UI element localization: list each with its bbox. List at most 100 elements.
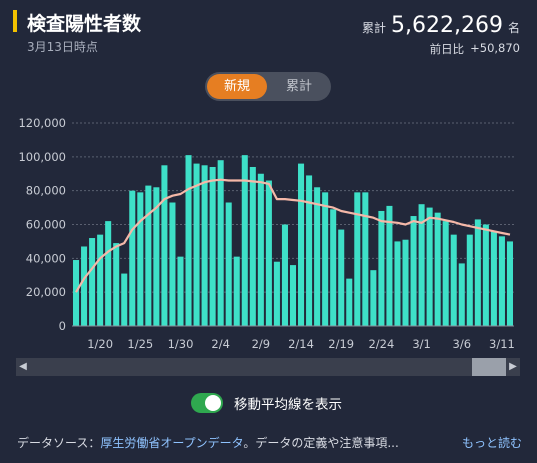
y-tick-label: 120,000 xyxy=(18,116,66,130)
total-unit: 名 xyxy=(507,21,520,35)
bar xyxy=(209,166,216,326)
total-value: 5,622,269 xyxy=(391,13,503,38)
footer-suffix: 。データの定義や注意事項... xyxy=(243,436,399,450)
x-tick-label: 2/4 xyxy=(211,337,230,351)
moving-average-label: 移動平均線を表示 xyxy=(234,397,342,413)
x-tick-label: 2/9 xyxy=(252,337,271,351)
bar xyxy=(113,243,120,326)
bar xyxy=(410,216,417,326)
view-toggle: 新規 累計 xyxy=(205,72,331,101)
bar xyxy=(73,260,80,326)
scroll-thumb[interactable] xyxy=(472,358,506,376)
bar xyxy=(474,219,481,326)
toggle-cumulative-button[interactable]: 累計 xyxy=(285,79,312,94)
bar xyxy=(225,202,232,326)
bar xyxy=(241,155,248,326)
y-tick-label: 20,000 xyxy=(26,285,66,299)
x-tick-label: 3/11 xyxy=(489,337,515,351)
bar xyxy=(306,175,313,326)
bar xyxy=(418,204,425,326)
daily-change: 前日比 +50,870 xyxy=(430,41,520,57)
bar xyxy=(233,256,240,326)
footer-note: データソース：厚生労働省オープンデータ。データの定義や注意事項... もっと読む xyxy=(17,434,522,451)
moving-average-line xyxy=(75,178,511,293)
bar xyxy=(257,173,264,326)
bar xyxy=(89,238,96,326)
y-tick-label: 100,000 xyxy=(18,150,66,164)
bar xyxy=(458,263,465,326)
bar xyxy=(482,224,489,326)
bar xyxy=(281,224,288,326)
bar xyxy=(386,205,393,326)
bar xyxy=(217,160,224,326)
title-accent-bar xyxy=(13,10,17,32)
bar xyxy=(265,180,272,326)
switch-knob xyxy=(205,395,221,411)
bar xyxy=(201,165,208,326)
bar xyxy=(402,239,409,326)
bar xyxy=(370,270,377,326)
read-more-link[interactable]: もっと読む xyxy=(461,436,522,450)
bar xyxy=(97,234,104,326)
bar xyxy=(330,209,337,326)
bar xyxy=(354,192,361,326)
y-tick-label: 80,000 xyxy=(26,184,66,198)
x-tick-label: 2/19 xyxy=(328,337,354,351)
moving-average-toggle[interactable]: 移動平均線を表示 xyxy=(191,393,342,413)
change-value: +50,870 xyxy=(470,41,520,55)
x-tick-label: 1/30 xyxy=(168,337,194,351)
scroll-right-arrow-icon[interactable]: ▶ xyxy=(509,361,517,372)
chart-scrollbar[interactable]: ◀ ▶ xyxy=(16,358,520,376)
toggle-new-button[interactable]: 新規 xyxy=(207,74,267,99)
bar xyxy=(434,212,441,326)
x-tick-label: 2/24 xyxy=(368,337,394,351)
total-label: 累計 xyxy=(362,21,387,35)
data-source-link[interactable]: 厚生労働省オープンデータ xyxy=(100,436,244,450)
bar xyxy=(273,261,280,326)
bar xyxy=(362,192,369,326)
y-tick-label: 40,000 xyxy=(26,251,66,265)
bar xyxy=(338,229,345,326)
x-tick-label: 3/6 xyxy=(453,337,472,351)
bar xyxy=(169,202,176,326)
total-summary: 累計 5,622,269 名 xyxy=(362,13,520,38)
x-tick-label: 1/25 xyxy=(127,337,153,351)
bar xyxy=(137,192,144,326)
bar xyxy=(394,241,401,326)
bar xyxy=(426,207,433,326)
bar xyxy=(442,221,449,326)
bar xyxy=(289,265,297,326)
bar xyxy=(466,234,473,326)
bar xyxy=(145,185,152,326)
bar xyxy=(346,278,353,326)
bar xyxy=(129,190,136,326)
bar xyxy=(81,246,88,326)
date-label: 3月13日時点 xyxy=(27,40,98,54)
bar xyxy=(498,236,505,326)
footer-prefix: データソース： xyxy=(17,436,101,450)
moving-average-switch[interactable] xyxy=(191,393,223,413)
x-tick-label: 1/20 xyxy=(87,337,113,351)
bar xyxy=(249,166,256,326)
y-tick-label: 0 xyxy=(59,319,66,333)
bar xyxy=(121,273,128,326)
bar xyxy=(378,210,385,326)
bar xyxy=(450,234,457,326)
bar xyxy=(322,192,329,326)
x-tick-label: 2/14 xyxy=(288,337,314,351)
scroll-left-arrow-icon[interactable]: ◀ xyxy=(19,361,27,372)
bar xyxy=(506,241,513,326)
bar xyxy=(185,155,192,326)
x-tick-label: 3/1 xyxy=(412,337,431,351)
bar xyxy=(153,187,160,326)
page-title: 検査陽性者数 xyxy=(27,13,142,35)
bar xyxy=(298,163,305,326)
bar xyxy=(490,231,497,326)
bar xyxy=(193,163,200,326)
bar xyxy=(161,165,168,326)
bar xyxy=(314,187,321,326)
change-label: 前日比 xyxy=(429,42,465,56)
bar xyxy=(105,221,112,326)
positive-cases-chart: 0 20,000 40,000 60,000 80,000 100,000 120,000 1… xyxy=(18,116,515,351)
y-tick-label: 60,000 xyxy=(26,218,66,232)
